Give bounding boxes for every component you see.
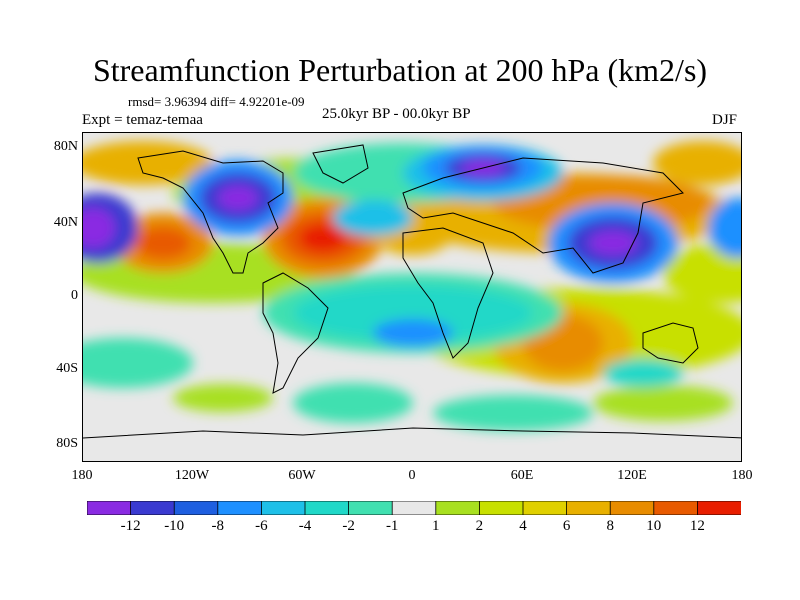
lon-label-180e: 180 — [731, 468, 753, 483]
colorbar-label: 4 — [519, 518, 527, 534]
field — [83, 141, 213, 185]
colorbar-label: 12 — [689, 518, 705, 534]
coastlines — [83, 144, 741, 439]
coast-africa — [402, 227, 494, 359]
colorbar-label: 6 — [562, 518, 571, 534]
colorbar-label: 8 — [606, 518, 614, 534]
field — [299, 224, 347, 252]
field — [173, 384, 273, 412]
field — [135, 227, 191, 259]
colorbar-swatch — [609, 501, 655, 515]
lat-label-40s: 40S — [56, 361, 78, 376]
lat-label-eq: 0 — [71, 288, 78, 303]
map-panel — [82, 132, 742, 462]
field — [333, 200, 413, 236]
field — [708, 198, 741, 258]
coast-greenland — [312, 144, 369, 184]
colorbar-swatch — [217, 501, 263, 515]
season-label: DJF — [712, 112, 738, 128]
colorbar-label: -10 — [164, 518, 185, 534]
coast-north-america — [137, 150, 284, 274]
period-label: 25.0kyr BP - 00.0kyr BP — [322, 106, 471, 122]
colorbar-label: -8 — [211, 518, 225, 534]
field — [218, 186, 258, 210]
field — [593, 385, 733, 421]
lon-label-0: 0 — [408, 468, 416, 483]
colorbar-swatch — [87, 501, 132, 515]
lat-label-80s: 80S — [56, 436, 78, 451]
plot-title: Streamfunction Perturbation at 200 hPa (… — [92, 52, 708, 88]
contour-map — [83, 133, 741, 461]
field — [83, 338, 193, 388]
colorbar-swatch — [478, 501, 524, 515]
colorbar-swatch — [391, 501, 437, 515]
colorbar-label: -4 — [298, 518, 312, 534]
lon-label-180w: 180 — [71, 468, 93, 483]
coast-eurasia — [402, 157, 684, 274]
anomaly-fields — [83, 141, 741, 431]
colorbar-swatch — [348, 501, 394, 515]
lon-label-60e: 60E — [510, 468, 534, 483]
colorbar-swatch — [304, 501, 350, 515]
lat-label-40n: 40N — [53, 215, 78, 230]
field — [603, 359, 683, 387]
colorbar-swatch — [522, 501, 568, 515]
coast-australia — [642, 322, 699, 364]
colorbar-label: 10 — [646, 518, 662, 534]
lon-label-60w: 60W — [288, 468, 316, 483]
coast-antarctica — [83, 427, 741, 439]
colorbar-swatch — [566, 501, 612, 515]
rmsd-diff-stats: rmsd= 3.96394 diff= 4.92201e-09 — [128, 94, 305, 109]
lat-label-80n: 80N — [53, 139, 78, 154]
lon-label-120w: 120W — [174, 468, 210, 483]
coast-south-america — [262, 272, 329, 394]
colorbar-swatch — [697, 501, 741, 515]
colorbar-label: 2 — [475, 518, 484, 534]
field — [663, 243, 741, 303]
field — [83, 208, 115, 248]
colorbar-swatch — [130, 501, 176, 515]
field — [653, 141, 741, 185]
colorbar-label: 1 — [432, 518, 440, 534]
colorbar-label: -6 — [255, 518, 268, 534]
field — [433, 395, 593, 431]
field — [589, 231, 637, 255]
colorbar-label: -1 — [385, 518, 399, 534]
colorbar-label: -2 — [342, 518, 355, 534]
colorbar-swatch — [173, 501, 219, 515]
lon-label-120e: 120E — [617, 468, 647, 483]
field — [293, 383, 413, 423]
field — [373, 319, 453, 347]
colorbar — [87, 501, 741, 515]
colorbar-swatch — [260, 501, 306, 515]
experiment-label: Expt = temaz-temaa — [82, 112, 203, 128]
colorbar-swatch — [435, 501, 481, 515]
colorbar-swatch — [653, 501, 699, 515]
colorbar-label: -12 — [120, 518, 141, 534]
